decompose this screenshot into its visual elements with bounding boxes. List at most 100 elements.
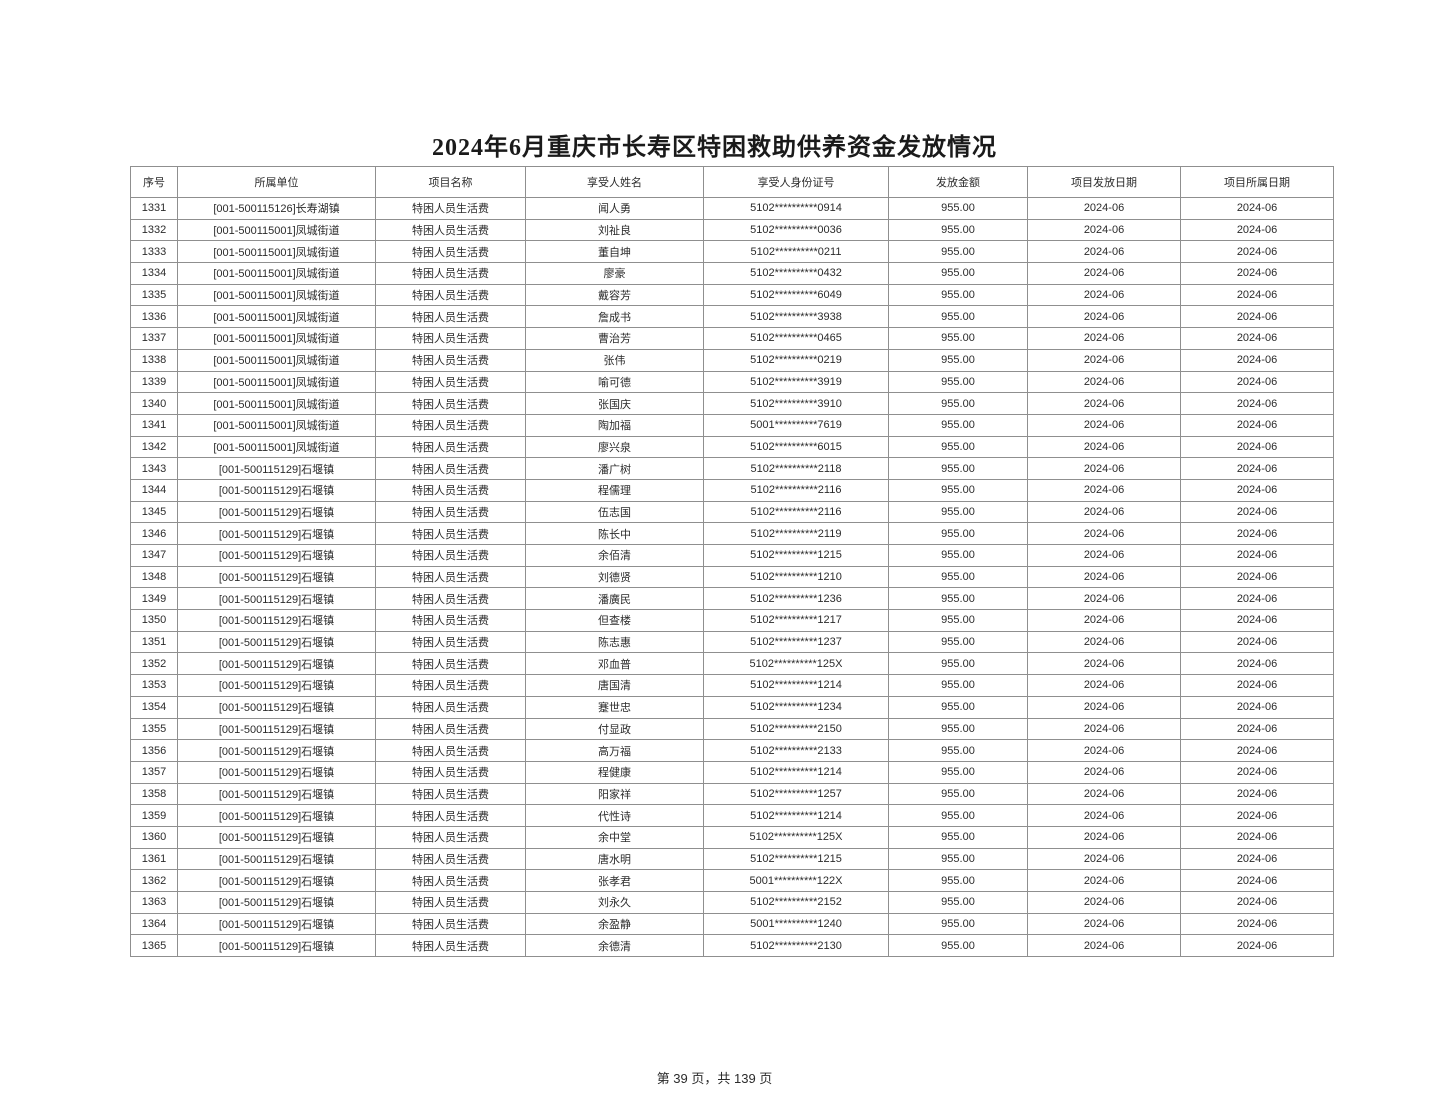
cell-issue: 2024-06: [1027, 934, 1181, 958]
cell-id: 5102**********2116: [703, 478, 889, 502]
cell-name: 唐水明: [525, 847, 704, 871]
table-row: 1365 [001-500115129]石堰镇 特困人员生活费 余德清 5102****…: [130, 934, 1334, 958]
header-cell-index: 序号: [130, 166, 178, 198]
cell-issue: 2024-06: [1027, 652, 1181, 676]
cell-name: 曹治芳: [525, 327, 704, 350]
cell-id: 5102**********0432: [703, 262, 889, 285]
cell-project: 特困人员生活费: [375, 218, 526, 242]
cell-unit: [001-500115129]石堰镇: [177, 912, 376, 936]
cell-name: 张国庆: [525, 392, 704, 415]
cell-amount: 955.00: [888, 891, 1028, 914]
cell-issue: 2024-06: [1027, 739, 1181, 762]
cell-issue: 2024-06: [1027, 782, 1181, 806]
table-row: 1334 [001-500115001]凤城街道 特困人员生活费 廖豪 5102****…: [130, 262, 1334, 285]
cell-id: 5001**********122X: [703, 869, 889, 892]
table-row: 1357 [001-500115129]石堰镇 特困人员生活费 程健康 5102****…: [130, 760, 1334, 784]
cell-unit: [001-500115129]石堰镇: [177, 760, 376, 784]
table-row: 1353 [001-500115129]石堰镇 特困人员生活费 唐国清 5102****…: [130, 674, 1334, 697]
cell-amount: 955.00: [888, 522, 1028, 545]
cell-project: 特困人员生活费: [375, 869, 526, 892]
cell-issue: 2024-06: [1027, 695, 1181, 719]
cell-id: 5102**********3910: [703, 392, 889, 415]
cell-index: 1351: [130, 630, 178, 654]
cell-period: 2024-06: [1180, 370, 1334, 394]
cell-index: 1350: [130, 609, 178, 632]
cell-issue: 2024-06: [1027, 565, 1181, 589]
cell-issue: 2024-06: [1027, 283, 1181, 307]
cell-unit: [001-500115001]凤城街道: [177, 370, 376, 394]
cell-amount: 955.00: [888, 197, 1028, 220]
cell-index: 1345: [130, 500, 178, 524]
cell-project: 特困人员生活费: [375, 782, 526, 806]
cell-period: 2024-06: [1180, 847, 1334, 871]
cell-unit: [001-500115129]石堰镇: [177, 869, 376, 892]
cell-index: 1343: [130, 457, 178, 480]
table-row: 1336 [001-500115001]凤城街道 特困人员生活费 詹成书 5102***…: [130, 305, 1334, 329]
cell-id: 5102**********1214: [703, 760, 889, 784]
cell-project: 特困人员生活费: [375, 392, 526, 415]
cell-issue: 2024-06: [1027, 630, 1181, 654]
table-row: 1335 [001-500115001]凤城街道 特困人员生活费 戴容芳 5102***…: [130, 283, 1334, 307]
cell-id: 5102**********2133: [703, 739, 889, 762]
table-row: 1354 [001-500115129]石堰镇 特困人员生活费 蹇世忠 5102****…: [130, 695, 1334, 719]
cell-id: 5102**********6049: [703, 283, 889, 307]
cell-project: 特困人员生活费: [375, 847, 526, 871]
cell-id: 5102**********2152: [703, 891, 889, 914]
cell-index: 1364: [130, 912, 178, 936]
cell-amount: 955.00: [888, 348, 1028, 372]
cell-amount: 955.00: [888, 283, 1028, 307]
table-row: 1355 [001-500115129]石堰镇 特困人员生活费 付显政 5102****…: [130, 717, 1334, 741]
cell-unit: [001-500115129]石堰镇: [177, 695, 376, 719]
cell-unit: [001-500115129]石堰镇: [177, 739, 376, 762]
cell-unit: [001-500115001]凤城街道: [177, 327, 376, 350]
cell-period: 2024-06: [1180, 934, 1334, 958]
table-row: 1350 [001-500115129]石堰镇 特困人员生活费 但查楼 5102****…: [130, 609, 1334, 632]
cell-id: 5102**********1257: [703, 782, 889, 806]
cell-project: 特困人员生活费: [375, 305, 526, 329]
cell-amount: 955.00: [888, 760, 1028, 784]
table-row: 1341 [001-500115001]凤城街道 特困人员生活费 陶加福 5001***…: [130, 413, 1334, 437]
cell-index: 1357: [130, 760, 178, 784]
cell-id: 5102**********0465: [703, 327, 889, 350]
cell-issue: 2024-06: [1027, 305, 1181, 329]
cell-issue: 2024-06: [1027, 804, 1181, 827]
cell-index: 1348: [130, 565, 178, 589]
cell-name: 喻可德: [525, 370, 704, 394]
cell-name: 闻人勇: [525, 197, 704, 220]
cell-index: 1333: [130, 240, 178, 264]
cell-name: 董自坤: [525, 240, 704, 264]
cell-amount: 955.00: [888, 240, 1028, 264]
cell-project: 特困人员生活费: [375, 565, 526, 589]
cell-issue: 2024-06: [1027, 327, 1181, 350]
table-row: 1345 [001-500115129]石堰镇 特困人员生活费 伍志国 5102****…: [130, 500, 1334, 524]
cell-period: 2024-06: [1180, 609, 1334, 632]
cell-period: 2024-06: [1180, 630, 1334, 654]
cell-index: 1363: [130, 891, 178, 914]
cell-project: 特困人员生活费: [375, 240, 526, 264]
cell-index: 1349: [130, 587, 178, 611]
cell-amount: 955.00: [888, 435, 1028, 459]
cell-period: 2024-06: [1180, 804, 1334, 827]
cell-period: 2024-06: [1180, 500, 1334, 524]
cell-issue: 2024-06: [1027, 392, 1181, 415]
cell-amount: 955.00: [888, 804, 1028, 827]
cell-id: 5102**********125X: [703, 825, 889, 849]
cell-issue: 2024-06: [1027, 760, 1181, 784]
table-row: 1360 [001-500115129]石堰镇 特困人员生活费 余中堂 5102****…: [130, 825, 1334, 849]
cell-issue: 2024-06: [1027, 197, 1181, 220]
cell-amount: 955.00: [888, 695, 1028, 719]
cell-unit: [001-500115001]凤城街道: [177, 392, 376, 415]
cell-index: 1336: [130, 305, 178, 329]
cell-amount: 955.00: [888, 262, 1028, 285]
table-row: 1364 [001-500115129]石堰镇 特困人员生活费 余盈静 5001****…: [130, 912, 1334, 936]
cell-project: 特困人员生活费: [375, 652, 526, 676]
cell-amount: 955.00: [888, 717, 1028, 741]
cell-unit: [001-500115129]石堰镇: [177, 674, 376, 697]
cell-name: 唐国清: [525, 674, 704, 697]
cell-unit: [001-500115129]石堰镇: [177, 587, 376, 611]
cell-period: 2024-06: [1180, 695, 1334, 719]
cell-issue: 2024-06: [1027, 218, 1181, 242]
cell-issue: 2024-06: [1027, 457, 1181, 480]
cell-index: 1356: [130, 739, 178, 762]
cell-index: 1361: [130, 847, 178, 871]
